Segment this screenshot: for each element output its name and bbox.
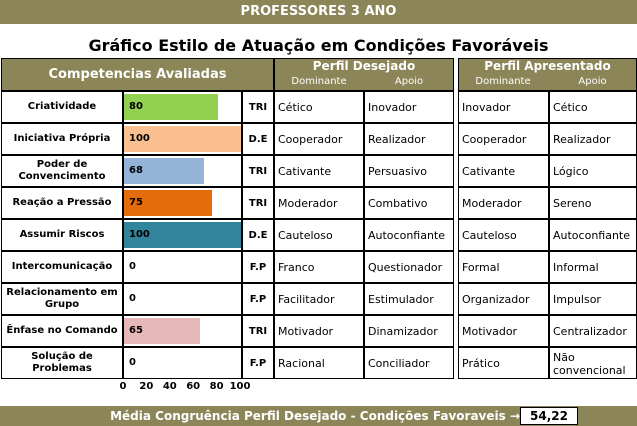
apresentado-apoio-cell: Autoconfiante bbox=[549, 219, 637, 251]
header-perfil-desejado-box bbox=[274, 58, 454, 91]
desejado-apoio-cell: Autoconfiante bbox=[364, 219, 454, 251]
category-label: Relacionamento em Grupo bbox=[1, 283, 123, 315]
category-label: Intercomunicação bbox=[1, 251, 123, 283]
profile-code: F.P bbox=[242, 251, 274, 283]
footer-bar bbox=[0, 406, 637, 426]
apresentado-dominante-cell: Organizador bbox=[458, 283, 549, 315]
desejado-dominante-cell: Motivador bbox=[274, 315, 364, 347]
category-label: Poder de Convencimento bbox=[1, 155, 123, 187]
desejado-apoio-cell: Estimulador bbox=[364, 283, 454, 315]
bar bbox=[124, 318, 201, 344]
desejado-apoio-cell: Dinamizador bbox=[364, 315, 454, 347]
apresentado-dominante-cell: Motivador bbox=[458, 315, 549, 347]
profile-code: TRI bbox=[242, 91, 274, 123]
apresentado-apoio-cell: Realizador bbox=[549, 123, 637, 155]
apresentado-apoio-cell: Lógico bbox=[549, 155, 637, 187]
apresentado-dominante-cell: Prático bbox=[458, 347, 549, 379]
group-gap bbox=[454, 58, 458, 379]
category-label: Criatividade bbox=[1, 91, 123, 123]
bar-cell bbox=[123, 283, 242, 315]
x-tick-label: 60 bbox=[186, 381, 201, 392]
apresentado-apoio-cell: Sereno bbox=[549, 187, 637, 219]
header-perfil-desejado-apoio: Apoio bbox=[394, 76, 424, 87]
bar-cell bbox=[123, 347, 242, 379]
profile-code: TRI bbox=[242, 155, 274, 187]
footer-value: 54,22 bbox=[520, 407, 578, 425]
desejado-apoio-cell: Realizador bbox=[364, 123, 454, 155]
data-label: 65 bbox=[129, 325, 143, 336]
apresentado-apoio-cell: Cético bbox=[549, 91, 637, 123]
desejado-apoio-cell: Inovador bbox=[364, 91, 454, 123]
page-banner: PROFESSORES 3 ANO bbox=[0, 0, 637, 24]
header-perfil-desejado-dominante: Dominante bbox=[291, 76, 347, 87]
apresentado-dominante-cell: Moderador bbox=[458, 187, 549, 219]
profile-code: F.P bbox=[242, 347, 274, 379]
category-label: Solução de Problemas bbox=[1, 347, 123, 379]
bar bbox=[124, 222, 241, 248]
desejado-dominante-cell: Facilitador bbox=[274, 283, 364, 315]
data-label: 0 bbox=[129, 357, 136, 368]
apresentado-apoio-cell: Informal bbox=[549, 251, 637, 283]
category-label: Assumir Riscos bbox=[1, 219, 123, 251]
category-label: Reação a Pressão bbox=[1, 187, 123, 219]
x-tick-label: 80 bbox=[209, 381, 224, 392]
profile-code: TRI bbox=[242, 315, 274, 347]
apresentado-dominante-cell: Cauteloso bbox=[458, 219, 549, 251]
header-perfil-apresentado-apoio: Apoio bbox=[578, 76, 607, 87]
footer-label: Média Congruência Perfil Desejado - Cond… bbox=[110, 409, 520, 423]
x-tick-label: 20 bbox=[139, 381, 154, 392]
desejado-dominante-cell: Racional bbox=[274, 347, 364, 379]
x-tick-label: 100 bbox=[229, 381, 251, 392]
profile-code: D.E bbox=[242, 123, 274, 155]
chart-title: Gráfico Estilo de Atuação em Condições F… bbox=[88, 36, 549, 55]
desejado-apoio-cell: Combativo bbox=[364, 187, 454, 219]
apresentado-dominante-cell: Inovador bbox=[458, 91, 549, 123]
desejado-dominante-cell: Cético bbox=[274, 91, 364, 123]
header-perfil-apresentado-box bbox=[458, 58, 637, 91]
data-label: 75 bbox=[129, 197, 143, 208]
apresentado-apoio-cell: Não convencional bbox=[549, 347, 637, 379]
bar bbox=[124, 94, 218, 120]
category-label: Ênfase no Comando bbox=[1, 315, 123, 347]
desejado-dominante-cell: Cativante bbox=[274, 155, 364, 187]
desejado-dominante-cell: Moderador bbox=[274, 187, 364, 219]
bar bbox=[124, 190, 212, 216]
bar bbox=[124, 158, 204, 184]
profile-code: TRI bbox=[242, 187, 274, 219]
data-label: 100 bbox=[129, 229, 150, 240]
profile-code: F.P bbox=[242, 283, 274, 315]
header-perfil-apresentado-dominante: Dominante bbox=[475, 76, 531, 87]
desejado-dominante-cell: Franco bbox=[274, 251, 364, 283]
desejado-apoio-cell: Conciliador bbox=[364, 347, 454, 379]
apresentado-dominante-cell: Formal bbox=[458, 251, 549, 283]
apresentado-dominante-cell: Cativante bbox=[458, 155, 549, 187]
data-label: 68 bbox=[129, 165, 143, 176]
apresentado-apoio-cell: Centralizador bbox=[549, 315, 637, 347]
desejado-dominante-cell: Cooperador bbox=[274, 123, 364, 155]
data-label: 100 bbox=[129, 133, 150, 144]
header-perfil-desejado: Perfil Desejado bbox=[312, 59, 416, 73]
data-label: 0 bbox=[129, 293, 136, 304]
data-label: 80 bbox=[129, 101, 143, 112]
desejado-apoio-cell: Questionador bbox=[364, 251, 454, 283]
x-tick-label: 0 bbox=[119, 381, 127, 392]
bar bbox=[124, 126, 241, 152]
bar-cell bbox=[123, 251, 242, 283]
desejado-apoio-cell: Persuasivo bbox=[364, 155, 454, 187]
desejado-dominante-cell: Cauteloso bbox=[274, 219, 364, 251]
data-label: 0 bbox=[129, 261, 136, 272]
profile-code: D.E bbox=[242, 219, 274, 251]
category-label: Iniciativa Própria bbox=[1, 123, 123, 155]
apresentado-dominante-cell: Cooperador bbox=[458, 123, 549, 155]
header-competencias: Competencias Avaliadas bbox=[1, 58, 274, 91]
header-perfil-apresentado: Perfil Apresentado bbox=[484, 59, 611, 73]
apresentado-apoio-cell: Impulsor bbox=[549, 283, 637, 315]
x-tick-label: 40 bbox=[162, 381, 177, 392]
